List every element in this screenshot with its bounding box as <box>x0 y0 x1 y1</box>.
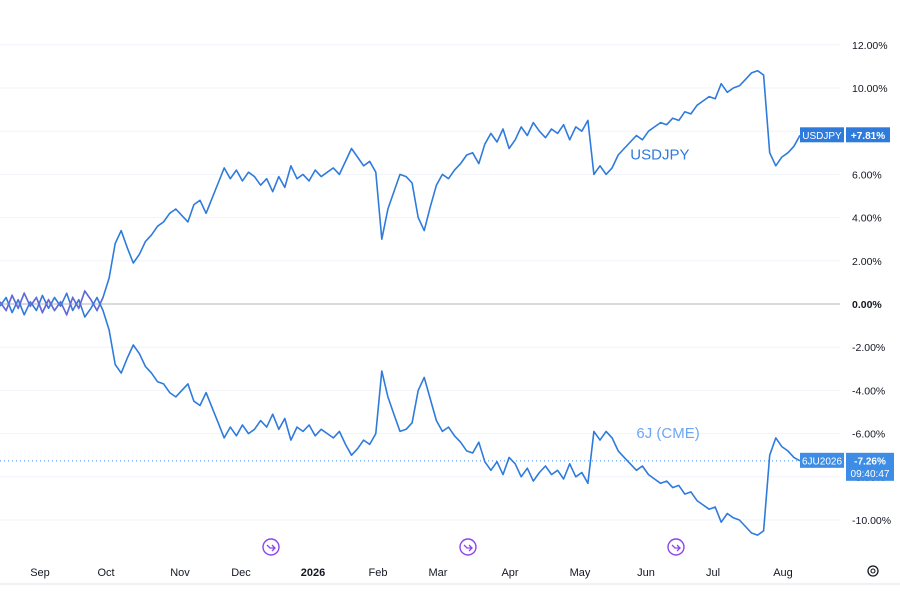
x-tick-label: May <box>570 567 591 579</box>
y-tick-label: 6.00% <box>852 169 882 181</box>
x-tick-label: Feb <box>369 567 388 579</box>
price-tags: USDJPY +7.81% 6JU2026 -7.26% 09:40:47 <box>800 127 894 481</box>
y-axis: 12.00%10.00%8.00%6.00%4.00%2.00%0.00%-2.… <box>852 40 891 527</box>
y-tick-label: -2.00% <box>852 342 885 354</box>
x-tick-label: Dec <box>231 567 251 579</box>
series-label-2: 6J (CME) <box>636 425 699 442</box>
x-tick-label: Oct <box>97 567 114 579</box>
x-axis: Sep Oct Nov Dec 2026 Feb Mar Apr May Jun Jul Aug <box>30 567 793 579</box>
series-layer: USDJPY 6J (CME) <box>0 69 801 536</box>
value-tag-1: +7.81% <box>851 131 885 142</box>
y-tick-label: 2.00% <box>852 256 882 268</box>
y-tick-label: 0.00% <box>852 299 882 311</box>
value-tag-bg <box>846 452 894 481</box>
y-tick-label: -6.00% <box>852 429 885 441</box>
x-tick-label: Jun <box>637 567 655 579</box>
grid <box>0 44 900 585</box>
x-tick-label: Nov <box>170 567 190 579</box>
series-tag-bg <box>800 127 844 143</box>
series-line-2 <box>0 292 801 536</box>
series-line-1 <box>0 69 801 316</box>
series-tag-1: USDJPY <box>802 131 842 142</box>
x-tick-label: Jul <box>706 567 720 579</box>
event-markers <box>262 538 685 556</box>
series-tag-2: 6JU2026 <box>802 456 842 467</box>
x-tick-label: Sep <box>30 567 50 579</box>
value-tag-2: -7.26% <box>854 456 886 467</box>
x-tick-label: Apr <box>501 567 518 579</box>
x-tick-label: Mar <box>429 567 448 579</box>
event-marker-icon[interactable] <box>262 538 280 556</box>
y-tick-label: -10.00% <box>852 515 891 527</box>
y-tick-label: 12.00% <box>852 40 888 52</box>
x-tick-label: 2026 <box>301 567 325 579</box>
series-tag-bg <box>800 452 844 468</box>
event-marker-icon[interactable] <box>459 538 477 556</box>
countdown-label: 09:40:47 <box>851 469 890 480</box>
event-marker-icon[interactable] <box>667 538 685 556</box>
x-tick-label: Aug <box>773 567 793 579</box>
y-tick-label: 4.00% <box>852 213 882 225</box>
y-tick-label: -4.00% <box>852 385 885 397</box>
overlap-line <box>0 289 104 317</box>
series-label-1: USDJPY <box>630 146 689 163</box>
y-tick-label: 10.00% <box>852 83 888 95</box>
value-tag-bg <box>846 127 890 143</box>
settings-icon[interactable] <box>867 565 879 577</box>
